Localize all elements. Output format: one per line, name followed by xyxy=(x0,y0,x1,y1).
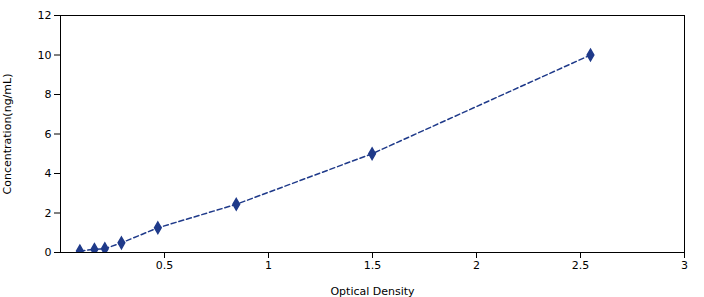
svg-text:Concentration(ng/mL): Concentration(ng/mL) xyxy=(1,74,14,195)
svg-text:1: 1 xyxy=(265,259,272,272)
svg-text:2.5: 2.5 xyxy=(572,259,590,272)
svg-text:4: 4 xyxy=(45,167,52,180)
svg-text:10: 10 xyxy=(38,49,52,62)
svg-text:2: 2 xyxy=(45,207,52,220)
svg-text:2: 2 xyxy=(473,259,480,272)
svg-text:Optical Density: Optical Density xyxy=(330,285,415,297)
svg-text:12: 12 xyxy=(38,9,52,22)
svg-text:3: 3 xyxy=(681,259,688,272)
svg-text:8: 8 xyxy=(45,88,52,101)
svg-text:1.5: 1.5 xyxy=(364,259,382,272)
svg-text:0.5: 0.5 xyxy=(156,259,174,272)
svg-text:0: 0 xyxy=(45,246,52,259)
svg-text:6: 6 xyxy=(45,128,52,141)
